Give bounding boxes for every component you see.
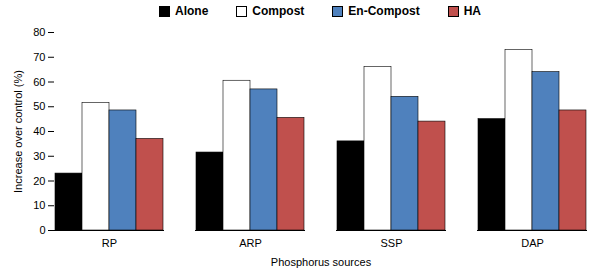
- svg-text:10: 10: [33, 199, 45, 211]
- svg-text:70: 70: [33, 51, 45, 63]
- svg-text:60: 60: [33, 76, 45, 88]
- svg-text:0: 0: [39, 224, 45, 236]
- svg-text:50: 50: [33, 100, 45, 112]
- svg-text:Phosphorus sources: Phosphorus sources: [271, 256, 372, 268]
- svg-text:40: 40: [33, 125, 45, 137]
- svg-text:ARP: ARP: [239, 237, 262, 249]
- svg-text:30: 30: [33, 150, 45, 162]
- html-text:Alone: Alone: [175, 4, 209, 18]
- svg-text:20: 20: [33, 175, 45, 187]
- html-text:Compost: Compost: [252, 4, 305, 18]
- svg-text:RP: RP: [102, 237, 117, 249]
- svg-text:SSP: SSP: [380, 237, 402, 249]
- svg-text:DAP: DAP: [521, 237, 544, 249]
- html-text:En-Compost: En-Compost: [348, 4, 420, 18]
- svg-text:80: 80: [33, 26, 45, 38]
- html-text:HA: HA: [463, 4, 481, 18]
- svg-text:Increase over control (%): Increase over control (%): [12, 70, 24, 193]
